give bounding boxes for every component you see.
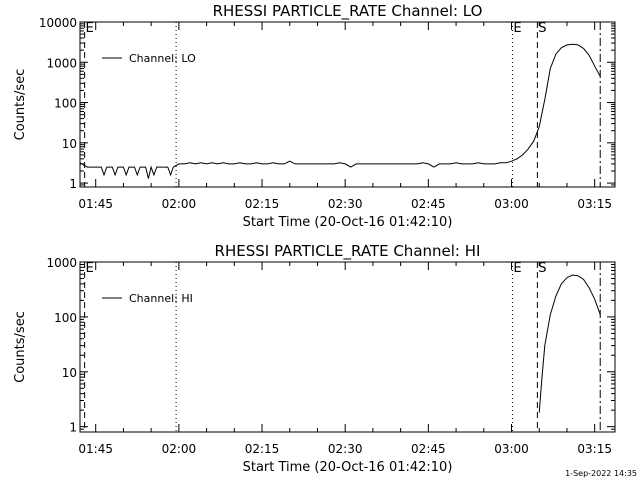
x-tick-label: 03:00 — [494, 197, 529, 211]
y-axis-label: Counts/sec — [13, 311, 28, 383]
y-tick-label: 10 — [62, 137, 77, 151]
y-tick-label: 100 — [54, 311, 77, 325]
x-tick-label: 02:45 — [411, 197, 446, 211]
plot-frame — [79, 261, 616, 433]
flag-marker-s: S — [538, 261, 546, 276]
flag-marker-e: E — [86, 21, 94, 36]
y-axis-label: Counts/sec — [13, 69, 28, 141]
x-tick-label: 01:45 — [78, 442, 113, 456]
x-tick-label: 01:45 — [78, 197, 113, 211]
x-axis-label: Start Time (20-Oct-16 01:42:10) — [243, 460, 453, 475]
x-tick-label: 03:15 — [577, 442, 612, 456]
footer-timestamp: 1-Sep-2022 14:35 — [565, 469, 637, 478]
chart-title: RHESSI PARTICLE_RATE Channel: LO — [213, 2, 483, 21]
x-tick-label: 02:00 — [162, 442, 197, 456]
series-line-1 — [79, 43, 601, 179]
x-tick-label: 02:15 — [245, 442, 280, 456]
x-tick-label: 03:15 — [577, 197, 612, 211]
legend-entry: Channel: HI — [129, 292, 193, 305]
y-tick-label: 100 — [54, 97, 77, 111]
x-tick-label: 02:00 — [162, 197, 197, 211]
x-axis-label: Start Time (20-Oct-16 01:42:10) — [243, 215, 453, 230]
chart-panel-1: RHESSI PARTICLE_RATE Channel: LO Start Ti… — [13, 2, 616, 230]
x-tick-label: 03:00 — [494, 442, 529, 456]
x-tick-label: 02:45 — [411, 442, 446, 456]
x-tick-label: 02:30 — [328, 442, 363, 456]
y-tick-label: 1 — [69, 421, 77, 435]
legend-entry: Channel: LO — [129, 52, 196, 65]
y-tick-label: 10000 — [39, 16, 77, 30]
chart-panel-2: RHESSI PARTICLE_RATE Channel: HI Start Ti… — [13, 242, 616, 475]
y-tick-label: 10 — [62, 366, 77, 380]
chart-title: RHESSI PARTICLE_RATE Channel: HI — [215, 242, 481, 261]
flag-marker-e: E — [86, 261, 94, 276]
flag-marker-s: S — [538, 21, 546, 36]
flag-marker-e: E — [513, 261, 521, 276]
x-tick-label: 02:15 — [245, 197, 280, 211]
x-tick-label: 02:30 — [328, 197, 363, 211]
flag-marker-e: E — [513, 21, 521, 36]
y-tick-label: 1 — [69, 177, 77, 191]
y-tick-label: 1000 — [46, 56, 77, 70]
series-line-1 — [538, 274, 601, 413]
y-tick-label: 1000 — [46, 256, 77, 270]
